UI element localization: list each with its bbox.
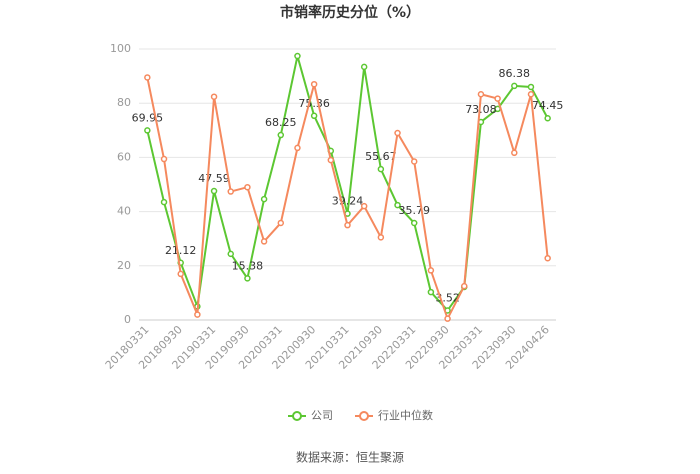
point xyxy=(277,131,285,139)
point xyxy=(210,93,218,100)
point xyxy=(477,91,485,98)
point xyxy=(410,158,418,165)
point xyxy=(360,202,368,210)
point xyxy=(527,83,535,91)
point xyxy=(427,288,435,296)
point xyxy=(511,149,518,157)
point xyxy=(160,155,168,163)
point xyxy=(394,129,401,137)
value-label: 74.45 xyxy=(532,99,564,112)
value-label: 86.38 xyxy=(499,67,531,80)
point xyxy=(210,187,218,195)
point xyxy=(377,165,385,173)
point xyxy=(294,52,301,60)
value-label: 21.12 xyxy=(165,244,197,257)
point xyxy=(360,63,368,71)
value-label: 68.25 xyxy=(265,116,297,129)
point xyxy=(260,195,268,203)
point xyxy=(527,91,535,98)
legend-label: 公司 xyxy=(311,409,333,422)
point xyxy=(244,183,251,191)
y-tick-label: 0 xyxy=(124,313,131,326)
point xyxy=(194,311,201,318)
point xyxy=(377,234,385,241)
point xyxy=(444,315,451,322)
value-label: 75.36 xyxy=(298,97,330,110)
point xyxy=(511,82,518,90)
point xyxy=(160,198,168,206)
point xyxy=(277,219,285,227)
point xyxy=(227,250,234,258)
point xyxy=(410,219,418,227)
value-label: 39.24 xyxy=(332,195,364,208)
point xyxy=(544,114,551,122)
chart-title: 市销率历史分位（%） xyxy=(280,4,420,21)
y-tick-label: 20 xyxy=(117,259,131,272)
point xyxy=(144,127,151,134)
y-tick-label: 40 xyxy=(117,205,131,218)
y-tick-label: 100 xyxy=(110,42,131,55)
point xyxy=(144,74,151,81)
value-label: 55.67 xyxy=(365,150,397,163)
point xyxy=(260,238,268,245)
value-label: 73.08 xyxy=(465,103,497,116)
legend-swatch xyxy=(359,411,369,421)
point xyxy=(394,201,401,209)
point xyxy=(344,221,351,229)
y-tick-label: 80 xyxy=(117,96,131,109)
point xyxy=(461,282,468,290)
point xyxy=(244,275,251,282)
point xyxy=(494,95,501,102)
point xyxy=(177,270,184,278)
point xyxy=(544,254,551,262)
value-label: 69.95 xyxy=(132,111,164,124)
point xyxy=(294,144,301,152)
point xyxy=(310,80,318,88)
legend-label: 行业中位数 xyxy=(378,408,433,422)
legend-swatch xyxy=(292,411,302,421)
point xyxy=(427,267,435,274)
value-label: 15.38 xyxy=(232,259,264,272)
point xyxy=(310,112,318,120)
value-label: 47.59 xyxy=(198,172,230,185)
point xyxy=(327,156,335,164)
point xyxy=(227,188,234,195)
value-label: 35.79 xyxy=(398,204,430,217)
y-tick-label: 60 xyxy=(117,150,131,163)
source-note: 数据来源：恒生聚源 xyxy=(296,450,404,465)
